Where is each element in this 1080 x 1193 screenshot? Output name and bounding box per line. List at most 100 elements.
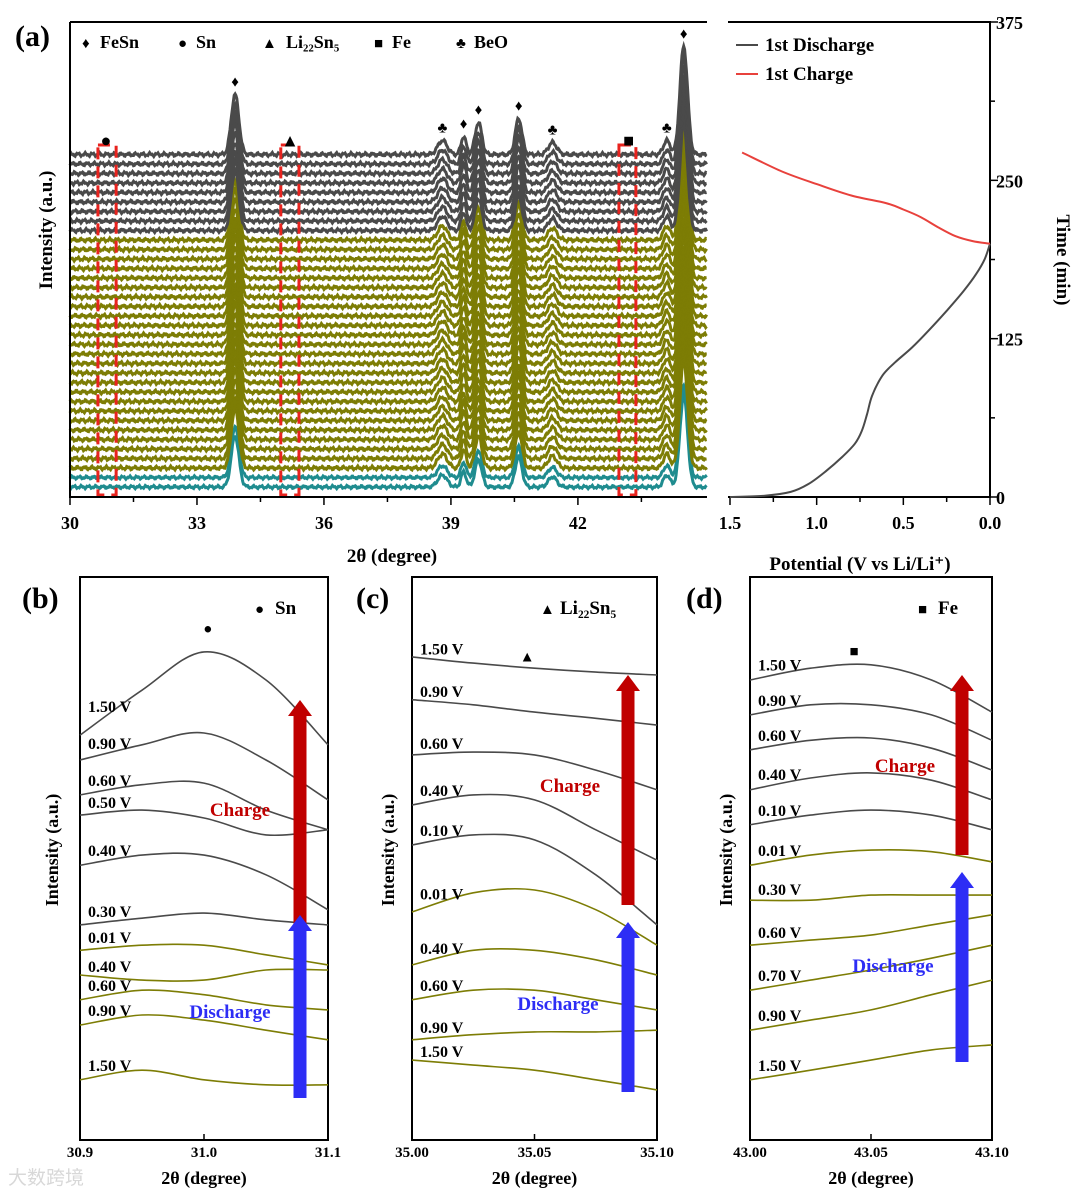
- xrd-trace-olive: [69, 348, 707, 464]
- highlight-box: [279, 143, 301, 497]
- x-tick-label: 39: [442, 513, 460, 533]
- curve-discharge: [79, 943, 329, 966]
- voltage-label: 0.60 V: [420, 736, 464, 753]
- xrd-trace-olive: [69, 158, 707, 274]
- xrd-trace-olive: [69, 192, 708, 312]
- discharge-label: Discharge: [517, 994, 598, 1015]
- xrd-trace-teal: [68, 390, 708, 492]
- voltage-label: 1.50 V: [420, 1044, 464, 1061]
- xrd-trace-gray: [69, 63, 708, 179]
- charge-arrow-head: [950, 675, 974, 691]
- xrd-trace-olive: [68, 144, 708, 264]
- curve-charge: [411, 656, 658, 676]
- discharge-label: Discharge: [189, 1002, 270, 1023]
- curve-discharge: [729, 243, 991, 498]
- discharge-arrow-head: [288, 915, 312, 931]
- curve-discharge: [411, 1059, 658, 1091]
- peak-marker: ♦: [680, 27, 688, 43]
- panel-label-d: (d): [686, 582, 723, 615]
- peak-marker: ■: [850, 644, 859, 660]
- legend-label: Li₂₂Sn₅: [286, 32, 339, 52]
- legend-label: BeO: [474, 32, 508, 52]
- charge-arrow-head: [288, 700, 312, 716]
- xrd-trace-gray: [68, 73, 707, 188]
- voltage-label: 0.40 V: [420, 941, 464, 958]
- voltage-label: 0.10 V: [758, 803, 802, 820]
- curve-charge: [79, 852, 329, 911]
- watermark-logo: 大数跨境: [8, 1167, 84, 1189]
- xrd-trace-olive: [70, 245, 708, 359]
- discharge-label: Discharge: [852, 956, 933, 977]
- voltage-label: 0.40 V: [758, 767, 802, 784]
- legend-symbol: ■: [374, 36, 383, 52]
- x-tick-label: 31.1: [315, 1145, 341, 1161]
- xrd-trace-olive: [69, 329, 708, 445]
- curve-discharge: [79, 1014, 329, 1041]
- x-tick-label: 30.9: [67, 1145, 93, 1161]
- voltage-label: 0.30 V: [88, 904, 132, 921]
- legend-label: Fe: [392, 32, 411, 52]
- voltage-label: 0.90 V: [88, 1003, 132, 1020]
- legend-label: 1st Charge: [765, 64, 853, 85]
- xrd-trace-olive: [68, 318, 708, 435]
- curve-charge: [749, 663, 993, 713]
- peak-marker: ♦: [231, 75, 239, 91]
- potential-tick-label: 1.5: [719, 513, 742, 533]
- xrd-trace-olive: [68, 217, 708, 331]
- xrd-trace-gray: [68, 110, 708, 226]
- time-tick-label: 125: [996, 330, 1023, 350]
- curve-discharge: [411, 1029, 658, 1041]
- voltage-label: 0.60 V: [420, 978, 464, 995]
- curve-discharge: [411, 988, 658, 1011]
- curve-discharge: [411, 947, 658, 976]
- legend-symbol: ▲: [540, 602, 555, 618]
- curve-charge: [79, 731, 329, 801]
- xrd-trace-olive: [68, 273, 708, 388]
- legend-label: Sn: [275, 598, 297, 619]
- potential-tick-label: 1.0: [805, 513, 828, 533]
- curve-charge: [411, 698, 658, 726]
- voltage-label: 0.01 V: [758, 843, 802, 860]
- curve-discharge: [749, 893, 992, 902]
- charge-label: Charge: [540, 776, 600, 797]
- x-tick-label: 30: [61, 513, 79, 533]
- peak-marker: ♦: [515, 99, 523, 115]
- peak-marker: ♣: [438, 121, 448, 137]
- peak-marker: ♦: [475, 103, 483, 119]
- xrd-trace-gray: [69, 40, 708, 160]
- voltage-label: 0.90 V: [420, 684, 464, 701]
- xrd-trace-olive: [69, 279, 708, 397]
- x-tick-label: 35.00: [395, 1145, 429, 1161]
- xrd-trace-gray: [68, 98, 708, 217]
- potential-tick-label: 0.5: [892, 513, 915, 533]
- y-axis-label: Intensity (a.u.): [378, 794, 399, 907]
- curve-charge: [749, 772, 993, 801]
- phase-marker: ▲: [281, 131, 299, 151]
- x-axis-label: 2θ (degree): [828, 1168, 914, 1189]
- legend-label: 1st Discharge: [765, 35, 874, 56]
- curve-charge: [749, 702, 993, 742]
- curve-discharge: [749, 914, 993, 946]
- panel-label-c: (c): [356, 582, 389, 615]
- voltage-label: 0.90 V: [758, 693, 802, 710]
- charge-label: Charge: [875, 756, 935, 777]
- voltage-label: 1.50 V: [758, 1058, 802, 1075]
- potential-tick-label: 0.0: [979, 513, 1002, 533]
- x-tick-label: 36: [315, 513, 333, 533]
- x-tick-label: 43.05: [854, 1145, 888, 1161]
- voltage-label: 0.90 V: [420, 1020, 464, 1037]
- xrd-trace-olive: [69, 166, 707, 283]
- xrd-trace-olive: [69, 309, 708, 426]
- discharge-arrow-head: [950, 872, 974, 888]
- voltage-label: 0.40 V: [88, 843, 132, 860]
- xrd-trace-olive: [68, 289, 708, 407]
- legend-symbol: ●: [255, 602, 264, 618]
- xrd-trace-teal: [68, 381, 708, 482]
- potential-axis-label: Potential (V vs Li/Li⁺): [769, 554, 950, 575]
- xrd-trace-olive: [68, 202, 708, 321]
- time-tick-label: 0: [996, 488, 1005, 508]
- voltage-label: 0.60 V: [758, 925, 802, 942]
- peak-marker: ♦: [460, 117, 468, 133]
- peak-marker: ▲: [520, 649, 535, 665]
